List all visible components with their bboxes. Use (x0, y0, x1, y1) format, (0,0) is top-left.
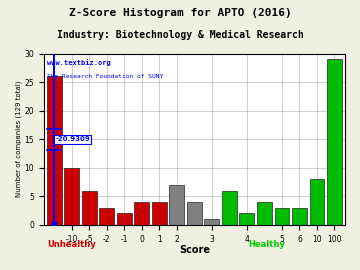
Bar (327, 59, 342, 225)
Bar (204, 219, 219, 225)
Text: -20.9309: -20.9309 (55, 136, 90, 142)
Bar (292, 208, 307, 225)
Text: The Research Foundation of SUNY: The Research Foundation of SUNY (47, 74, 163, 79)
Text: www.textbiz.org: www.textbiz.org (47, 59, 111, 66)
Bar (152, 202, 167, 225)
Bar (134, 202, 149, 225)
Text: Unhealthy: Unhealthy (47, 240, 95, 249)
Bar (275, 208, 289, 225)
Bar (257, 202, 272, 225)
Text: Industry: Biotechnology & Medical Research: Industry: Biotechnology & Medical Resear… (57, 30, 303, 40)
Bar (82, 191, 97, 225)
Bar (310, 179, 324, 225)
Text: Healthy: Healthy (249, 240, 285, 249)
Text: Z-Score Histogram for APTO (2016): Z-Score Histogram for APTO (2016) (69, 8, 291, 18)
Bar (239, 214, 255, 225)
Bar (187, 202, 202, 225)
Y-axis label: Number of companies (129 total): Number of companies (129 total) (15, 81, 22, 197)
Bar (117, 214, 132, 225)
Bar (99, 208, 114, 225)
Bar (170, 185, 184, 225)
X-axis label: Score: Score (179, 245, 210, 255)
Bar (64, 168, 79, 225)
Bar (47, 76, 62, 225)
Bar (222, 191, 237, 225)
